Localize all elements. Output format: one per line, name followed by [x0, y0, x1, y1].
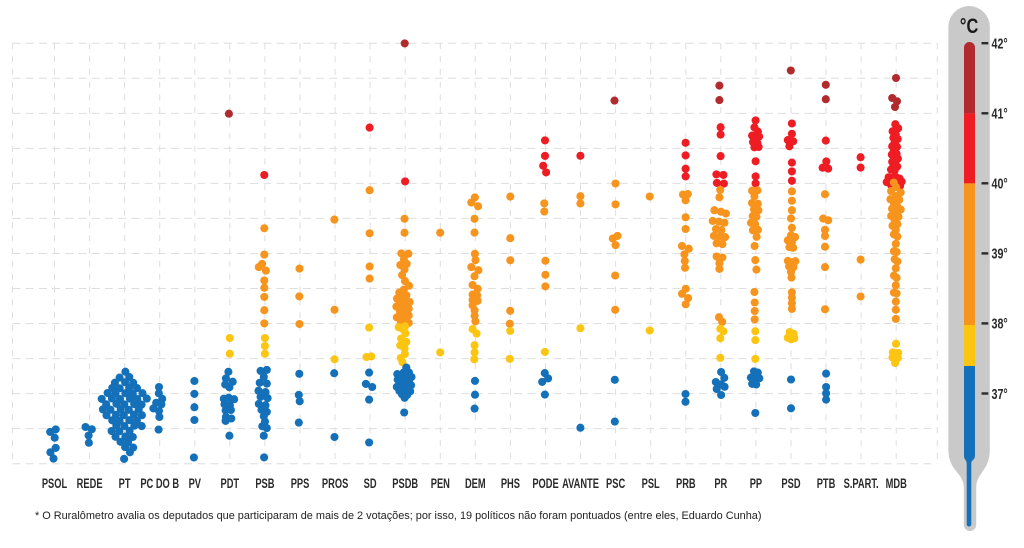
svg-text:PT: PT	[119, 478, 131, 492]
svg-text:PPS: PPS	[291, 478, 310, 492]
svg-text:PRB: PRB	[676, 478, 696, 492]
svg-text:SD: SD	[364, 478, 377, 492]
svg-text:PSOL: PSOL	[42, 478, 67, 492]
svg-text:PROS: PROS	[322, 478, 349, 492]
svg-text:PEN: PEN	[431, 478, 450, 492]
svg-text:PR: PR	[714, 478, 727, 492]
svg-text:AVANTE: AVANTE	[562, 478, 599, 492]
svg-text:PSDB: PSDB	[392, 478, 418, 492]
svg-text:REDE: REDE	[77, 478, 103, 492]
svg-text:PSL: PSL	[642, 478, 660, 492]
svg-text:40°: 40°	[992, 175, 1008, 192]
svg-text:PSC: PSC	[606, 478, 626, 492]
svg-text:PC DO B: PC DO B	[140, 478, 179, 492]
svg-text:39°: 39°	[992, 245, 1008, 262]
svg-text:PHS: PHS	[501, 478, 520, 492]
svg-text:PSD: PSD	[781, 478, 800, 492]
svg-text:PODE: PODE	[532, 478, 559, 492]
svg-text:PP: PP	[750, 478, 763, 492]
svg-text:PTB: PTB	[817, 478, 836, 492]
svg-text:PV: PV	[189, 478, 202, 492]
svg-text:PSB: PSB	[255, 478, 274, 492]
svg-text:PDT: PDT	[220, 478, 239, 492]
svg-text:41°: 41°	[992, 105, 1008, 122]
svg-text:°C: °C	[960, 14, 979, 37]
svg-text:S.PART.: S.PART.	[844, 478, 879, 492]
svg-text:37°: 37°	[992, 385, 1008, 402]
svg-text:38°: 38°	[992, 315, 1008, 332]
svg-text:DEM: DEM	[465, 478, 486, 492]
svg-text:* O Ruralômetro avalia os depu: * O Ruralômetro avalia os deputados que …	[35, 510, 761, 522]
svg-text:MDB: MDB	[886, 478, 907, 492]
svg-text:42°: 42°	[992, 35, 1008, 52]
